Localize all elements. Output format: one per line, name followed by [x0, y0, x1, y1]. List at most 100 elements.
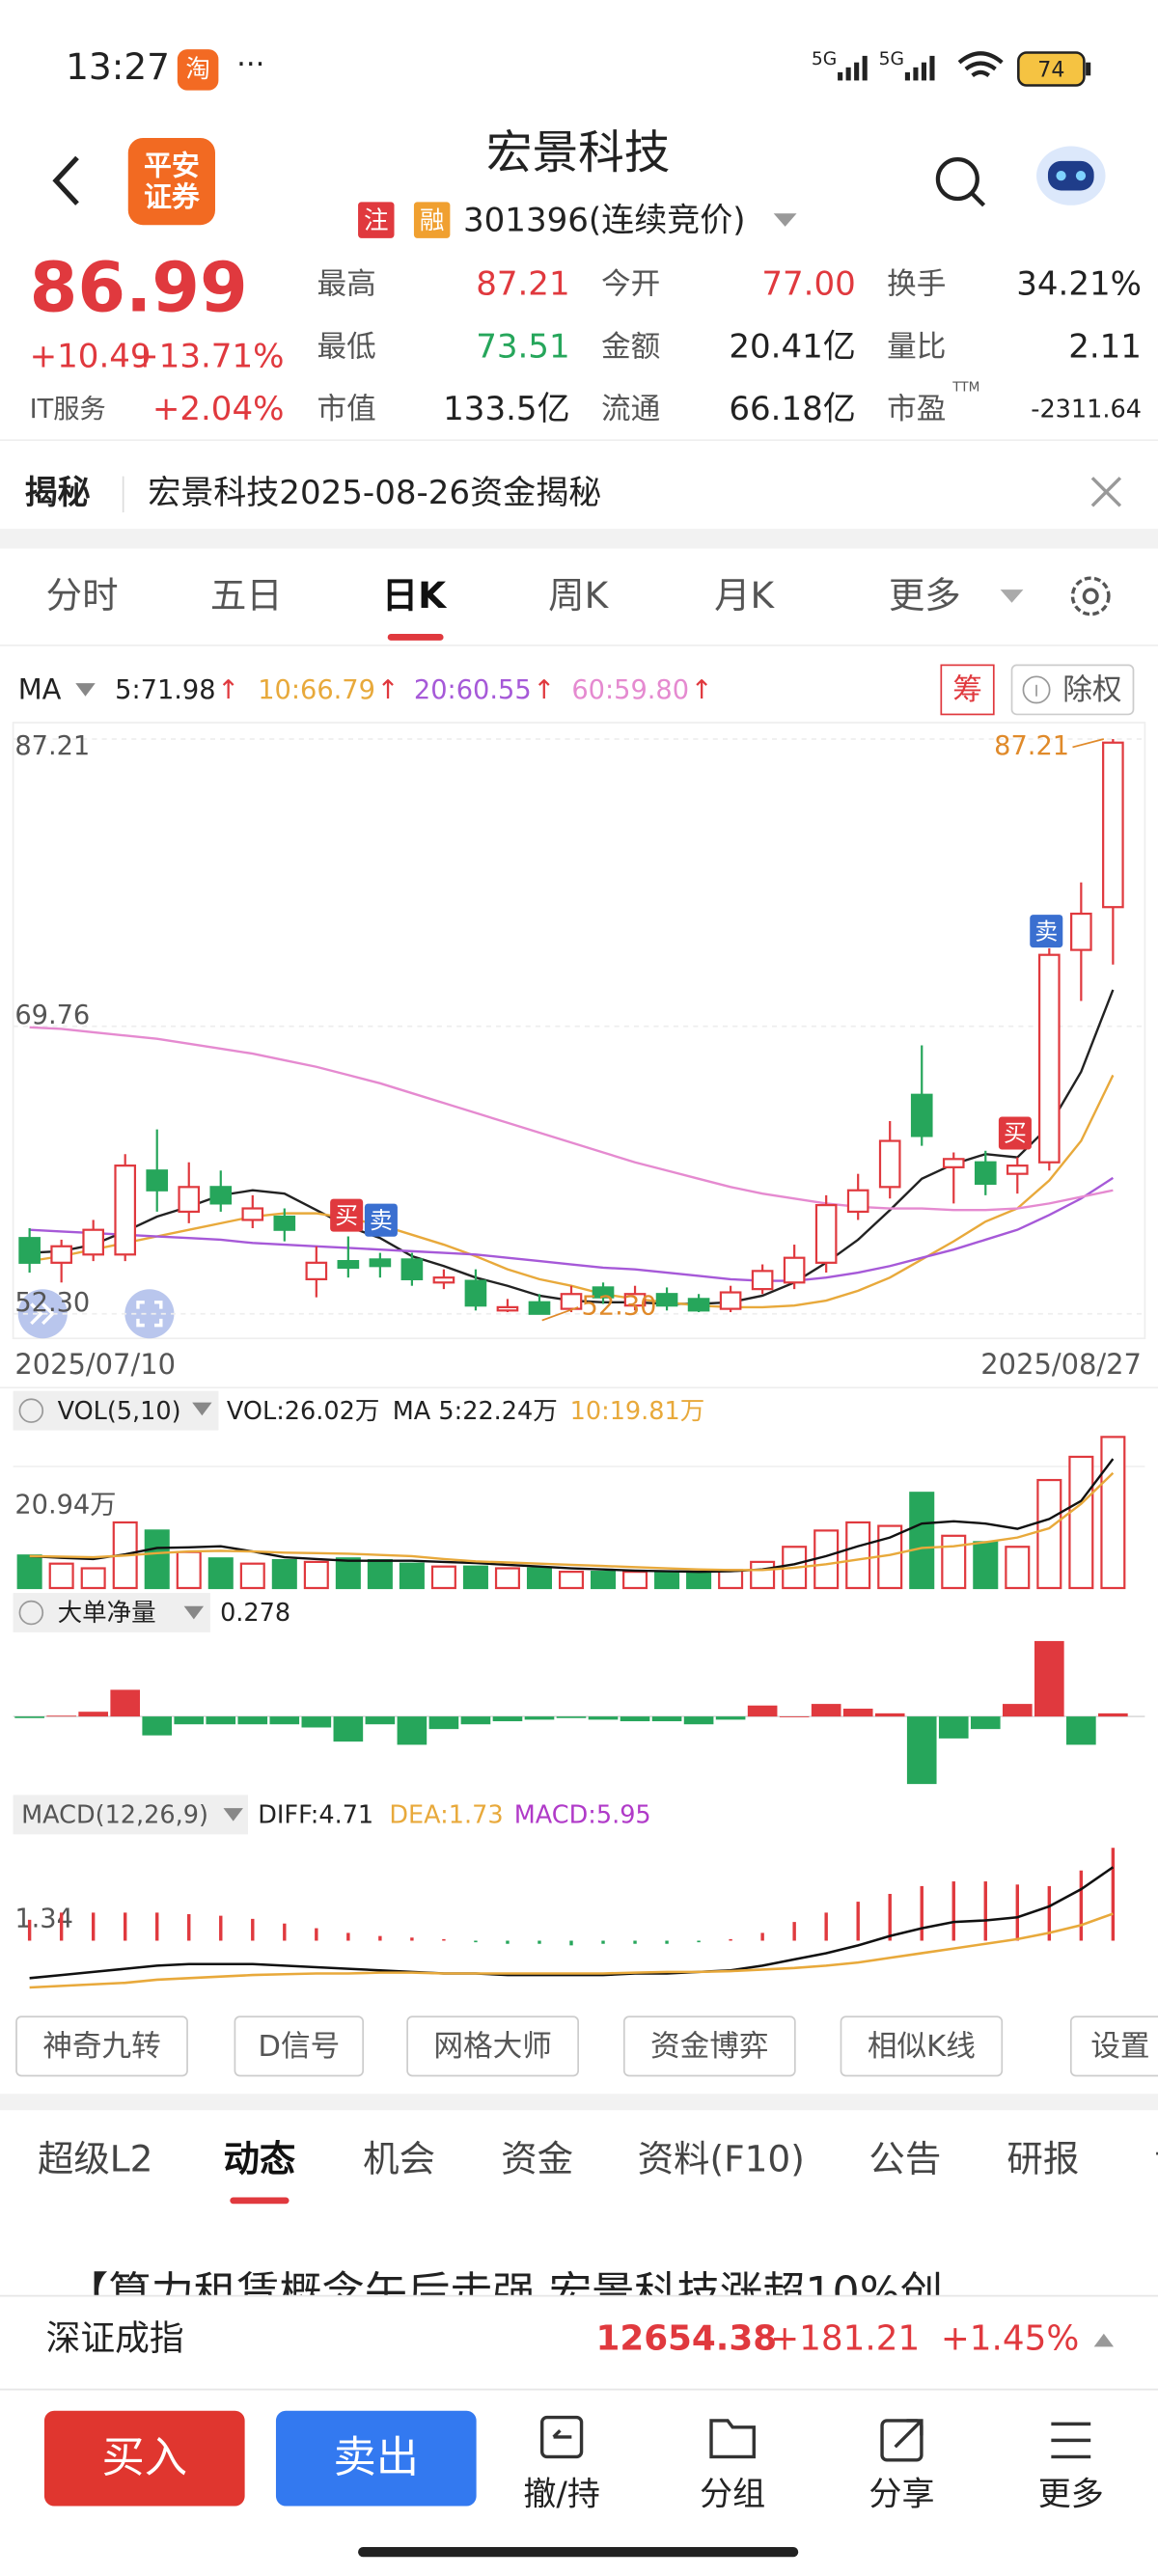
volume-bar [654, 1571, 680, 1590]
info-tab[interactable]: 公告 [868, 2138, 941, 2180]
action-label[interactable]: 分享 [868, 2476, 934, 2514]
stat-value: 73.51 [476, 327, 569, 366]
index-change: +181.21 [770, 2319, 920, 2359]
tool-button[interactable] [15, 2015, 188, 2077]
settings-icon[interactable] [1070, 576, 1111, 617]
y-tick-label: 87.21 [14, 731, 90, 761]
net-bar [970, 1716, 1001, 1730]
volume-bar [207, 1557, 234, 1590]
stat-label: 换手 [887, 268, 946, 302]
period-tab[interactable]: 日K [382, 574, 448, 617]
volume-bar [941, 1534, 967, 1590]
candle-body [50, 1245, 72, 1264]
volume-bar [1100, 1436, 1126, 1590]
indicator-chip[interactable] [13, 1593, 210, 1632]
info-tab[interactable]: 动态 [223, 2138, 295, 2180]
net-bar [460, 1716, 491, 1725]
rise-mark: ↑ [533, 675, 555, 705]
action-label[interactable]: 分组 [700, 2476, 765, 2514]
net-bar [301, 1716, 332, 1728]
net-bar [1002, 1704, 1033, 1717]
action-icons [540, 2415, 1091, 2462]
dropdown-arrow[interactable] [75, 683, 96, 697]
indicator-chip[interactable] [13, 1795, 249, 1835]
sell-button[interactable] [275, 2410, 477, 2507]
action-label[interactable]: 撤/持 [523, 2476, 600, 2514]
tool-button[interactable] [840, 2015, 1004, 2077]
macd-diff: DIFF:4.71 [258, 1801, 373, 1830]
tag: 融 [420, 206, 445, 235]
candle-body [910, 1093, 933, 1137]
period-tab[interactable]: 更多 [889, 574, 961, 617]
net-bar [779, 1716, 810, 1717]
back-button[interactable] [52, 155, 79, 206]
signal-badge [1030, 915, 1063, 948]
period-tab[interactable]: 月K [714, 574, 775, 617]
volume-bar [48, 1562, 74, 1590]
ma-legend: 10:66.79 [258, 675, 375, 705]
candle-body [528, 1301, 551, 1315]
date-start: 2025/07/10 [14, 1348, 176, 1381]
period-tab[interactable]: 分时 [46, 574, 119, 617]
candle-body [623, 1293, 647, 1307]
search-button[interactable] [935, 157, 979, 202]
net-bar [747, 1705, 778, 1717]
volume-bar [845, 1521, 871, 1590]
dropdown-arrow [223, 1808, 243, 1822]
signal-label: 卖 [1034, 918, 1058, 945]
stat-value: 77.00 [761, 265, 855, 304]
candle-body [783, 1256, 806, 1284]
notice-text[interactable]: 宏景科技2025-08-26资金揭秘 [148, 474, 601, 512]
dropdown-arrow [192, 1402, 212, 1416]
period-tab[interactable]: 周K [548, 574, 609, 617]
assistant-icon[interactable] [1036, 146, 1106, 206]
info-tab[interactable]: 资料(F10) [638, 2138, 805, 2180]
index-bar[interactable] [0, 2295, 1158, 2390]
chip-button[interactable] [940, 664, 995, 716]
candle-body [114, 1165, 137, 1256]
tool-label: 资金博弈 [650, 2030, 769, 2064]
last-price: 86.99 [30, 248, 248, 328]
volume-bar [335, 1557, 361, 1590]
info-tab[interactable]: 资金 [501, 2138, 573, 2180]
stock-title: 宏景科技 [486, 127, 671, 180]
candle-body [273, 1215, 296, 1231]
action-label[interactable]: 更多 [1038, 2476, 1104, 2514]
candle-body [878, 1139, 901, 1189]
net-bar [428, 1716, 459, 1730]
candle-body [560, 1293, 583, 1310]
tool-button[interactable] [1069, 2015, 1158, 2077]
info-tab[interactable]: 超级L2 [38, 2138, 153, 2180]
tool-button[interactable] [406, 2015, 579, 2077]
expand-arrow[interactable] [1093, 2333, 1115, 2347]
net-bar [874, 1713, 905, 1717]
indicator-chip[interactable] [13, 1390, 219, 1431]
ma-legend: 20:60.55 [414, 675, 532, 705]
net-bar [14, 1716, 44, 1718]
net-type: 5G [879, 49, 904, 69]
tool-label: 设置 [1090, 2030, 1149, 2064]
tool-button[interactable] [234, 2015, 365, 2077]
volume-bar [144, 1529, 170, 1590]
y-tick-label: 69.76 [14, 1000, 90, 1030]
net-bar [269, 1716, 300, 1725]
candle-body [82, 1228, 104, 1256]
sector-pct: +2.04% [152, 390, 285, 428]
low-note: 52.30 [582, 1291, 657, 1321]
info-tab[interactable]: 讨 [1155, 2138, 1158, 2180]
dropdown-arrow[interactable] [773, 213, 797, 227]
close-button[interactable] [1090, 477, 1122, 507]
stat-value: 133.5亿 [443, 390, 569, 428]
notice-label: 揭秘 [25, 474, 91, 512]
period-tab[interactable]: 五日 [210, 574, 283, 617]
buy-button[interactable] [43, 2410, 245, 2507]
vol-value: VOL:26.02万 [227, 1397, 379, 1426]
info-tab[interactable]: 研报 [1006, 2138, 1079, 2180]
dropdown-arrow[interactable] [1000, 589, 1024, 603]
candle-body [1102, 741, 1124, 909]
candle-body [464, 1279, 487, 1307]
info-tab[interactable]: 机会 [363, 2138, 435, 2180]
sector: IT服务 [30, 395, 106, 425]
candle-body [687, 1298, 710, 1312]
tool-button[interactable] [622, 2015, 796, 2077]
